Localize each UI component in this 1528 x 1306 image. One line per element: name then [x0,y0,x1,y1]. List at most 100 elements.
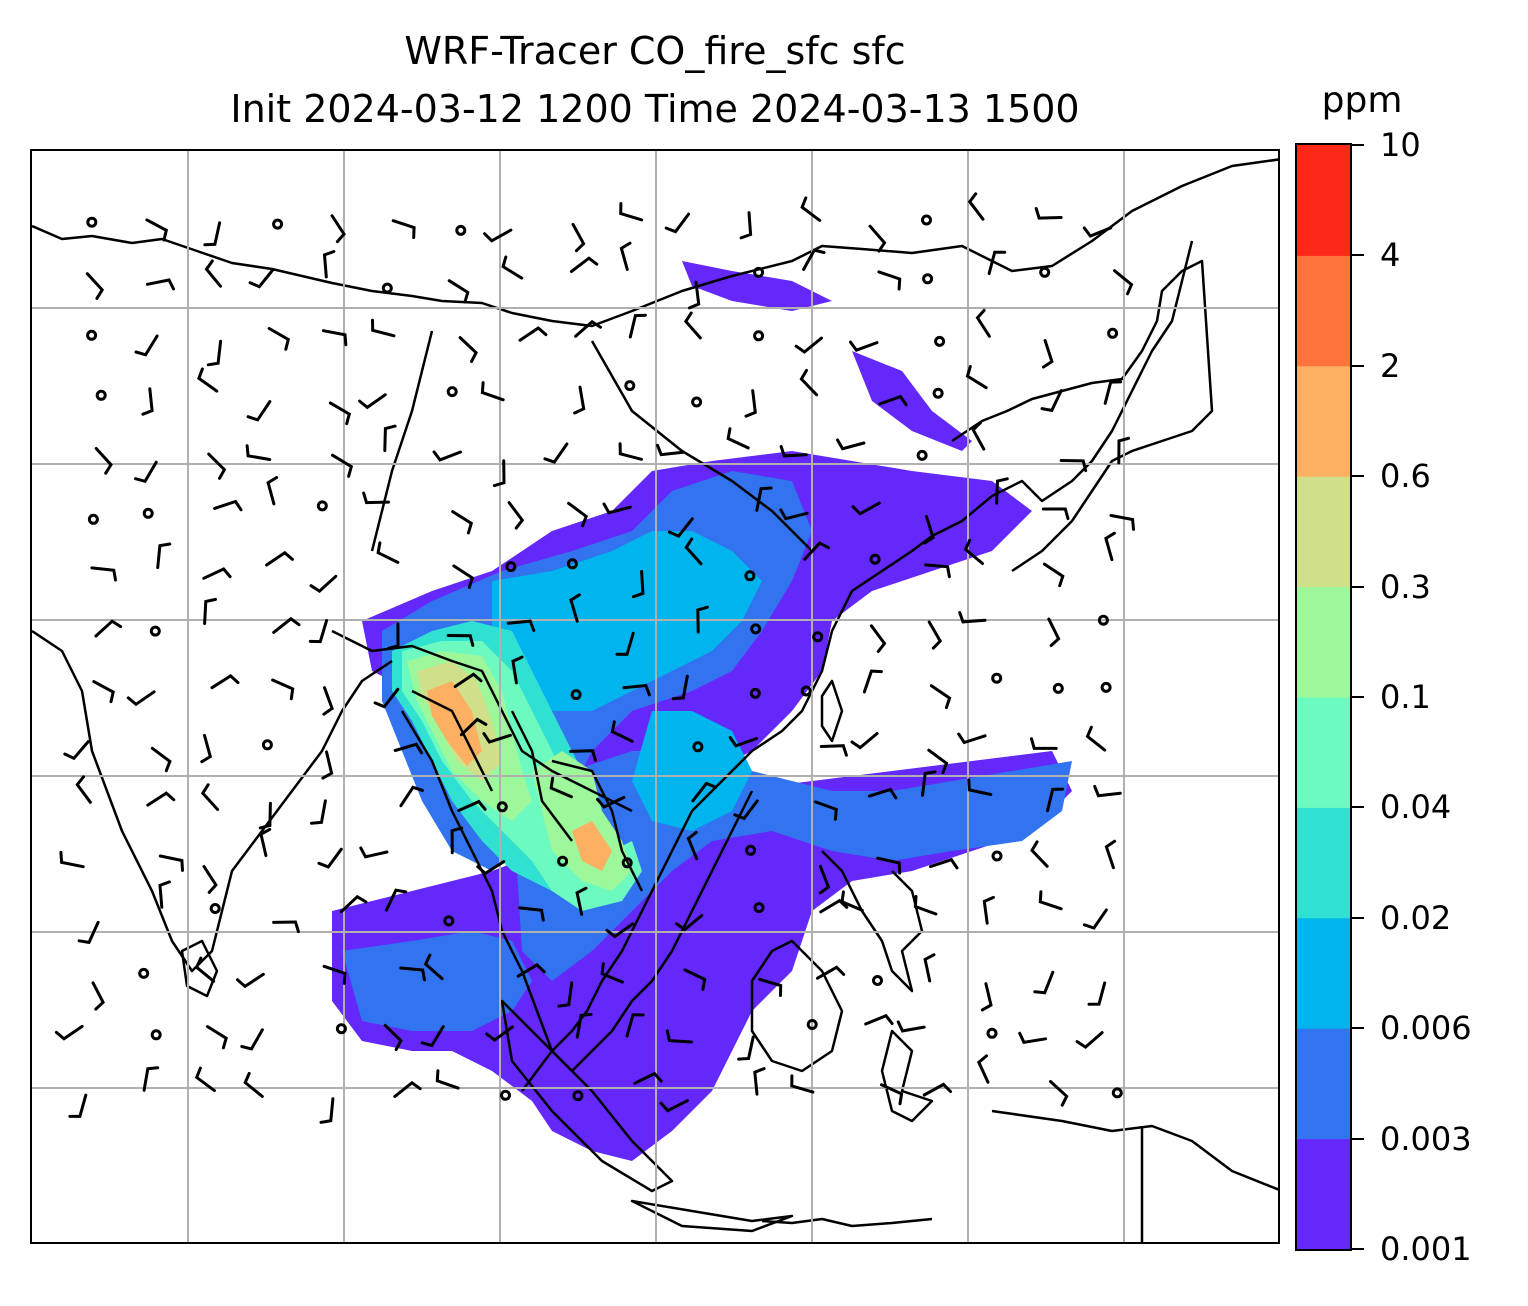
calm-wind-circle [753,266,765,278]
wind-barb [373,687,400,709]
wind-barb [1113,269,1134,296]
colorbar-tick [1352,585,1364,588]
wind-barb [737,1035,755,1061]
wind-barb [1117,436,1131,465]
calm-wind-circle [566,558,578,570]
calm-wind-circle [572,1090,584,1102]
calm-wind-circle [1039,266,1051,278]
wind-barb [308,619,329,644]
wind-barb [393,1080,422,1098]
wind-barb [800,196,822,222]
calm-wind-circle [209,903,221,914]
wind-barb [158,854,184,872]
wind-barb [803,541,830,561]
wind-barb [728,736,759,748]
wind-barb [665,1029,693,1044]
wind-barb [206,339,223,367]
wind-barb [90,566,117,582]
calm-wind-circle [991,850,1003,862]
wind-barb [423,953,444,981]
calm-wind-circle [150,1029,162,1041]
wind-barb [790,1074,815,1094]
colorbar-tick [1352,364,1364,367]
wind-barb [482,732,512,744]
colorbar-swatch [1297,1028,1350,1140]
wind-barb [1041,507,1070,521]
plume-level-2 [632,711,752,831]
wind-barb [995,477,1009,505]
wind-barb [619,241,632,271]
calm-wind-circle [496,801,508,813]
colorbar-tick [1352,806,1364,809]
wind-barb [610,720,634,743]
wind-barb [506,619,536,632]
wind-barb [818,864,831,895]
wind-barb [1042,339,1054,369]
wind-barb [150,746,172,773]
calm-wind-circle [381,282,393,294]
wind-barb [739,211,753,240]
wind-barb [596,795,626,809]
wind-barb [450,826,464,855]
coastline-philippines [821,850,924,993]
colorbar-swatch [1297,476,1350,588]
wind-barb [958,611,987,624]
wind-barb [322,250,336,279]
wind-barb [203,597,217,625]
calm-wind-circle [316,500,328,512]
wind-barb [923,515,935,545]
wind-barb [203,221,222,247]
wind-barb [971,421,986,451]
colorbar-tick [1352,696,1364,698]
calm-wind-circle [916,449,928,461]
wind-barb [197,367,219,393]
wind-barb [194,956,216,983]
wind-barb [243,1071,264,1098]
wind-barb [569,593,581,623]
wind-barb [1018,1031,1048,1044]
calm-wind-circle [86,329,98,341]
wind-barb [126,690,156,707]
calm-wind-circle [261,739,273,751]
wind-barb [447,279,470,304]
calm-wind-circle [812,631,824,643]
colorbar-tick-label: 10 [1380,126,1421,164]
colorbar-tick [1352,254,1364,257]
colorbar-swatch [1297,1138,1350,1249]
chart-subtitle: Init 2024-03-12 1200 Time 2024-03-13 150… [230,87,1080,131]
wind-barb [266,476,279,506]
wind-barb [659,1099,689,1113]
wind-barb [362,491,390,505]
coastline-north-asia [32,158,1278,328]
wind-barb [1104,839,1117,870]
colorbar-tick [1352,1248,1364,1250]
calm-wind-circle [1111,1087,1123,1099]
wind-barb [569,256,599,273]
wind-barb [271,678,295,701]
wind-barb [1042,562,1065,588]
wind-barb [1082,226,1113,238]
wind-barb [1093,784,1122,798]
wind-barb [929,684,952,710]
wind-barb [628,313,647,339]
colorbar-tick-label: 0.001 [1380,1230,1472,1268]
colorbar-tick-label: 0.006 [1380,1009,1472,1048]
wind-barbs [54,192,1135,1124]
wind-barb [671,674,689,701]
wind-barb [543,442,569,464]
calm-wind-circle [443,915,455,927]
calm-wind-circle [869,553,881,565]
wind-barb [667,517,694,538]
wind-barb [779,508,809,521]
wind-barb [309,574,338,593]
wind-barb [744,389,757,418]
wind-barb [330,214,346,244]
wind-barb [633,1071,663,1085]
wind-barb [391,219,416,239]
wind-barb [245,444,272,461]
calm-wind-circle [1052,682,1064,694]
wind-barb [134,334,159,357]
wind-barb [976,1054,990,1084]
wind-barb [258,801,272,830]
wind-barb [453,672,483,688]
